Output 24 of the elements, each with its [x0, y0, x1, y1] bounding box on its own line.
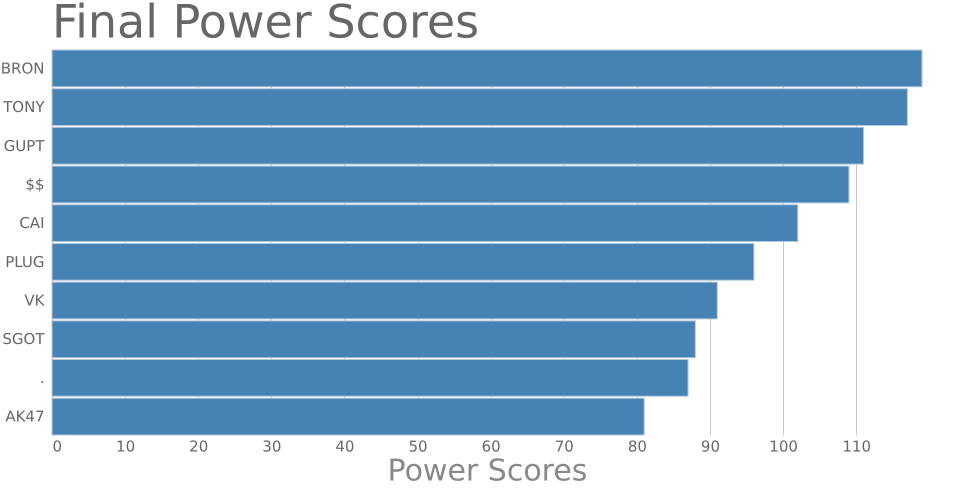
x-tick-label: 60 [482, 438, 501, 456]
x-tick-label: 40 [335, 438, 354, 456]
x-tick-label: 80 [628, 438, 647, 456]
y-tick-label: GUPT [4, 136, 46, 155]
x-tick-label: 10 [116, 438, 136, 456]
x-tick-label: 100 [769, 438, 798, 456]
x-tick-label: 30 [262, 438, 282, 456]
y-tick-label: SGOT [2, 330, 46, 348]
x-tick-label: 70 [554, 438, 574, 456]
x-tick-label: 50 [408, 438, 428, 456]
y-tick-label: $$ [25, 175, 44, 194]
y-tick-label: BRON [0, 59, 44, 78]
y-tick-label: CAI [19, 214, 44, 232]
x-axis-title: Power Scores [388, 454, 588, 488]
chart-title: Final Power Scores [52, 0, 480, 48]
x-tick-label: 20 [189, 438, 208, 456]
y-tick-label: VK [24, 292, 46, 310]
y-tick-label: AK47 [5, 408, 44, 426]
y-tick-label: TONY [2, 98, 46, 116]
y-tick-label: PLUG [5, 252, 44, 271]
y-tick-label: . [40, 368, 44, 387]
x-tick-label: 110 [842, 438, 872, 456]
x-tick-label: 0 [52, 438, 62, 456]
x-tick-label: 90 [700, 438, 720, 456]
